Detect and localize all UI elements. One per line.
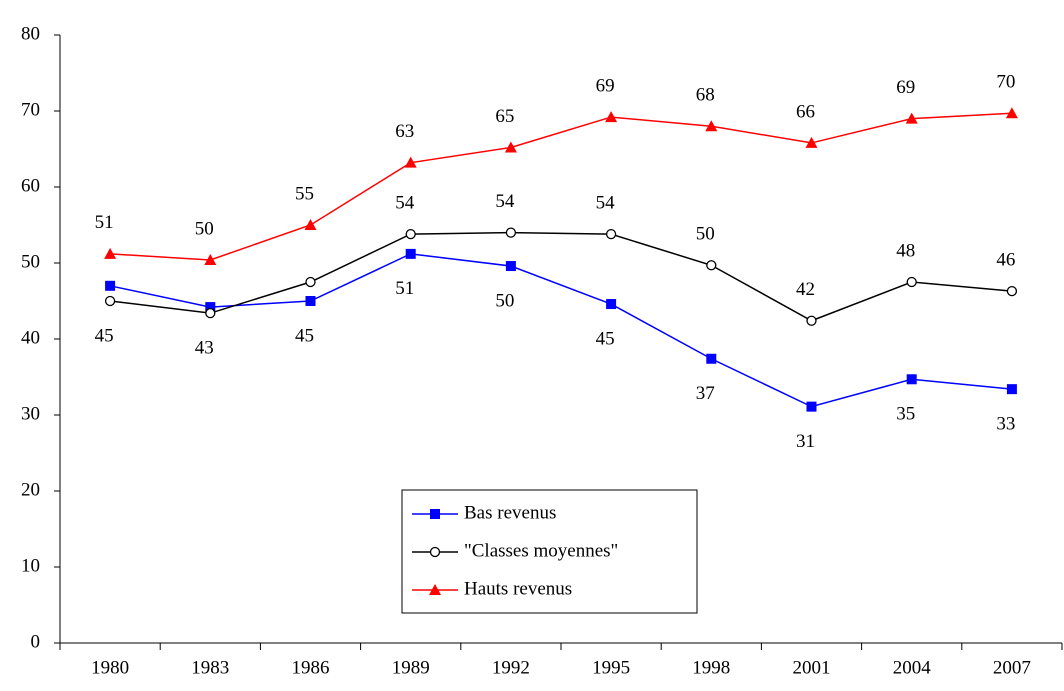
marker xyxy=(1006,285,1018,297)
data-label: 35 xyxy=(896,404,915,425)
series-line xyxy=(110,112,1012,261)
y-tick-label: 50 xyxy=(21,251,40,272)
y-tick-label: 0 xyxy=(31,631,41,652)
x-tick-label: 1986 xyxy=(292,657,330,678)
data-label: 54 xyxy=(395,192,415,213)
y-tick-label: 60 xyxy=(21,175,40,196)
legend: Bas revenus "Classes moyennes" Hauts reven… xyxy=(401,489,698,614)
marker xyxy=(205,308,216,319)
y-tick-label: 10 xyxy=(21,555,40,576)
data-label: 45 xyxy=(295,325,314,346)
marker xyxy=(504,141,517,153)
marker xyxy=(405,228,416,240)
y-tick-label: 40 xyxy=(21,327,40,348)
marker xyxy=(705,120,718,132)
marker xyxy=(905,112,918,124)
data-label: 69 xyxy=(896,77,915,98)
y-tick-label: 30 xyxy=(21,403,40,424)
marker xyxy=(606,299,617,310)
data-label: 70 xyxy=(996,72,1015,93)
x-tick-label: 2007 xyxy=(993,657,1031,678)
data-label: 63 xyxy=(395,121,414,142)
marker xyxy=(706,260,717,271)
data-label: 68 xyxy=(696,85,715,106)
marker xyxy=(405,248,416,259)
marker xyxy=(430,509,440,519)
data-label: 54 xyxy=(495,191,515,212)
marker xyxy=(906,276,917,288)
marker xyxy=(429,546,441,558)
legend-label: "Classes moyennes" xyxy=(464,540,618,561)
y-tick-label: 80 xyxy=(21,23,40,44)
x-tick-label: 1992 xyxy=(492,657,530,678)
x-tick-label: 2001 xyxy=(793,657,831,678)
marker xyxy=(104,295,116,307)
marker xyxy=(806,401,817,412)
marker xyxy=(305,296,316,306)
legend-label: Hauts revenus xyxy=(464,578,572,599)
x-tick-label: 1980 xyxy=(91,657,129,678)
data-label: 51 xyxy=(395,278,414,299)
data-label: 31 xyxy=(796,431,815,452)
marker xyxy=(204,253,217,265)
series-line xyxy=(109,253,1012,408)
data-label: 66 xyxy=(796,101,815,122)
marker xyxy=(305,276,316,288)
data-label: 65 xyxy=(495,106,514,127)
data-label: 43 xyxy=(195,338,214,359)
data-label: 42 xyxy=(796,279,815,300)
data-label: 50 xyxy=(696,224,715,245)
data-label: 51 xyxy=(95,212,114,233)
data-label: 45 xyxy=(95,325,114,346)
x-tick-label: 2004 xyxy=(893,657,932,678)
marker xyxy=(404,156,417,168)
marker xyxy=(1005,107,1018,119)
x-tick-label: 1983 xyxy=(191,657,229,678)
data-label: 69 xyxy=(596,75,615,96)
data-label: 37 xyxy=(696,383,715,404)
data-label: 46 xyxy=(996,249,1015,270)
marker xyxy=(304,219,317,230)
marker xyxy=(205,302,216,313)
data-label: 54 xyxy=(596,192,616,213)
series-line xyxy=(110,231,1012,322)
marker xyxy=(429,584,441,595)
marker xyxy=(105,280,116,291)
data-label: 33 xyxy=(996,414,1015,435)
x-tick-label: 1995 xyxy=(592,657,630,678)
data-label: 50 xyxy=(495,290,514,311)
marker xyxy=(906,374,917,385)
marker xyxy=(706,353,717,364)
marker xyxy=(605,111,618,123)
y-tick-label: 20 xyxy=(21,479,40,500)
x-tick-label: 1998 xyxy=(692,657,730,678)
data-label: 48 xyxy=(896,240,915,261)
marker xyxy=(605,228,617,240)
marker xyxy=(505,261,516,272)
marker xyxy=(805,136,818,148)
data-label: 45 xyxy=(596,328,615,349)
marker xyxy=(104,247,117,259)
y-tick-label: 70 xyxy=(21,99,40,120)
marker xyxy=(1006,384,1017,395)
legend-label: Bas revenus xyxy=(464,502,556,523)
x-tick-label: 1989 xyxy=(392,657,430,678)
data-label: 50 xyxy=(195,218,214,239)
data-label: 55 xyxy=(295,183,314,204)
marker xyxy=(806,315,817,326)
marker xyxy=(505,227,517,238)
